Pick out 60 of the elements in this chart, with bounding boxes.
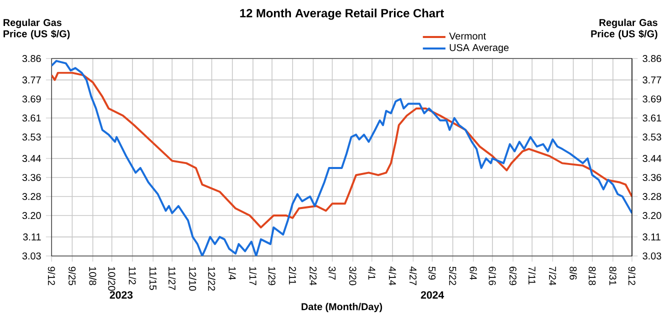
text: 2023 bbox=[110, 291, 133, 299]
x-tick-label: 8/18 bbox=[588, 266, 596, 285]
legend-label: USA Average bbox=[450, 44, 509, 53]
x-tick-label: 4/27 bbox=[409, 266, 417, 285]
y2-tick-label: 3.11 bbox=[642, 233, 660, 240]
y-tick-label: 3.77 bbox=[22, 76, 41, 84]
x-tick-label: 4/14 bbox=[388, 266, 396, 286]
x-tick-label: 12/10 bbox=[189, 266, 196, 290]
x-tick-label: 11/2 bbox=[128, 266, 136, 284]
x-tick-label: 1/17 bbox=[249, 266, 257, 285]
y-tick-label: 3.11 bbox=[23, 233, 41, 240]
x-tick-label: 2/11 bbox=[288, 266, 296, 284]
x-tick-label: 8/6 bbox=[570, 266, 577, 280]
x-tick-label: 7/24 bbox=[549, 266, 556, 286]
x-tick-label: 3/20 bbox=[349, 266, 357, 285]
x-tick-label: 5/9 bbox=[428, 266, 436, 280]
x-tick-label: 11/15 bbox=[149, 266, 157, 290]
y-tick-label: 3.28 bbox=[22, 192, 41, 200]
y-tick-label: 3.20 bbox=[22, 212, 41, 219]
text: 2024 bbox=[420, 291, 444, 299]
y-tick-label: 3.61 bbox=[22, 114, 41, 122]
x-tick-label: 2/24 bbox=[310, 266, 317, 286]
x-tick-label: 10/20 bbox=[108, 266, 116, 290]
y2-tick-label: 3.28 bbox=[642, 192, 662, 200]
y2-tick-label: 3.03 bbox=[642, 252, 662, 260]
x-tick-label: 12/22 bbox=[208, 266, 216, 290]
x-tick-label: 8/31 bbox=[609, 266, 617, 285]
x-tick-label: 6/4 bbox=[470, 266, 478, 280]
y-tick-label: 3.69 bbox=[22, 95, 41, 102]
chart-title: 12 Month Average Retail Price Chart bbox=[240, 8, 444, 20]
x-tick-label: 10/8 bbox=[89, 266, 96, 285]
y-tick-label: 3.53 bbox=[22, 133, 41, 140]
y-axis-title: Regular Gas Price (US $/G) bbox=[4, 18, 70, 40]
y-tick-label: 3.03 bbox=[22, 252, 41, 260]
legend-label: Vermont bbox=[449, 32, 486, 40]
y2-tick-label: 3.69 bbox=[642, 95, 662, 102]
y2-tick-label: 3.20 bbox=[642, 212, 662, 219]
x-tick-label: 9/12 bbox=[48, 266, 56, 285]
y2-axis-title: Regular Gas Price (US $/G) bbox=[591, 18, 658, 40]
x-tick-label: 9/25 bbox=[68, 266, 76, 285]
y2-tick-label: 3.44 bbox=[642, 154, 662, 162]
x-tick-label: 4/1 bbox=[368, 266, 376, 280]
y2-tick-label: 3.61 bbox=[642, 114, 662, 122]
x-tick-label: 1/4 bbox=[228, 266, 236, 280]
x-tick-label: 7/11 bbox=[528, 266, 536, 284]
x-axis-title: Date (Month/Day) bbox=[302, 302, 382, 312]
x-tick-label: 6/29 bbox=[509, 266, 517, 285]
y2-tick-label: 3.77 bbox=[642, 76, 662, 84]
x-tick-label: 3/7 bbox=[328, 266, 336, 280]
x-tick-label: 6/16 bbox=[488, 266, 496, 285]
x-tick-label: 5/22 bbox=[449, 266, 456, 285]
x-tick-label: 9/12 bbox=[628, 266, 636, 285]
x-tick-label: 11/27 bbox=[168, 266, 176, 290]
x-tick-label: 1/29 bbox=[268, 266, 276, 285]
y-tick-label: 3.44 bbox=[22, 154, 41, 162]
y2-tick-label: 3.53 bbox=[642, 133, 662, 140]
y2-tick-label: 3.86 bbox=[642, 54, 662, 62]
y2-tick-label: 3.36 bbox=[642, 174, 662, 181]
y-tick-label: 3.36 bbox=[22, 174, 41, 181]
y-tick-label: 3.86 bbox=[22, 54, 41, 62]
